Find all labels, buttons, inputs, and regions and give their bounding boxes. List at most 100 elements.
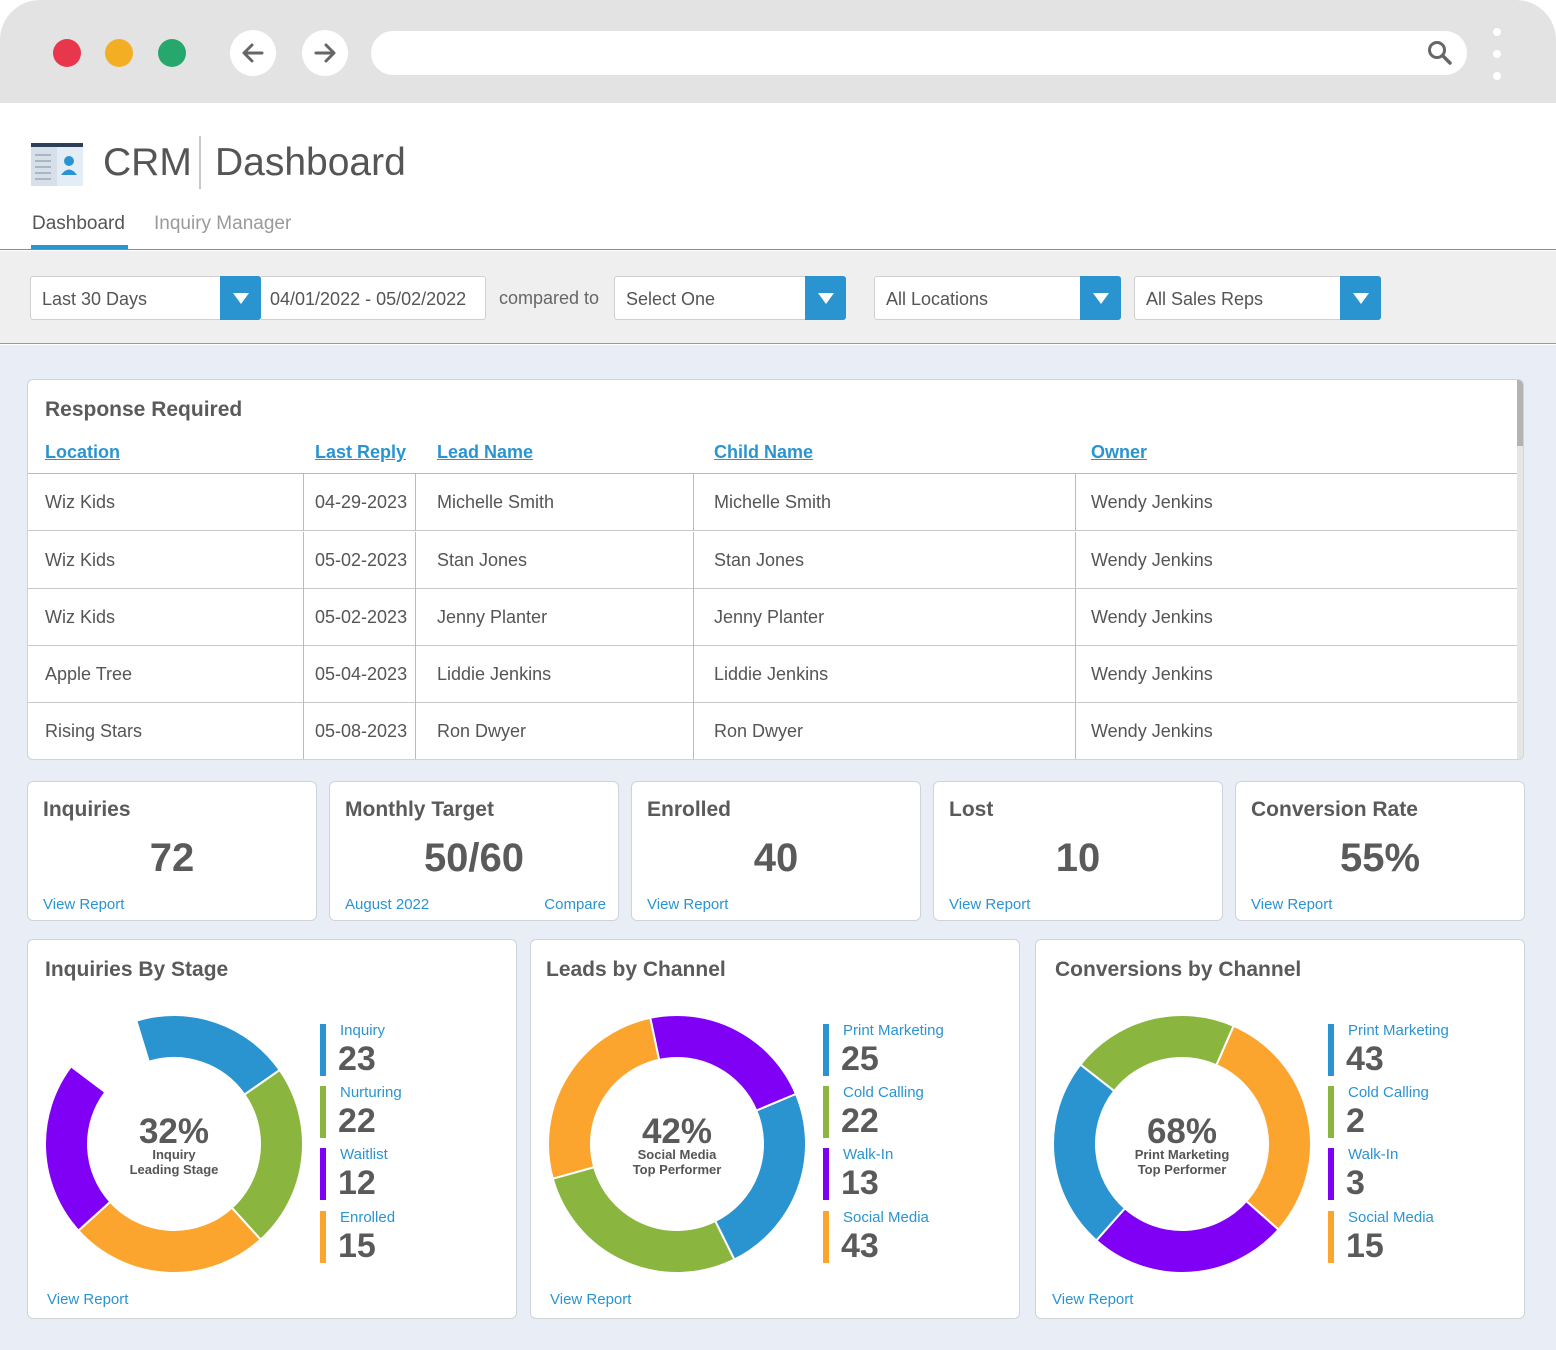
table-row[interactable]: Wiz Kids 04-29-2023 Michelle Smith Michelle… <box>28 474 1517 531</box>
column-header-location[interactable]: Location <box>45 442 120 462</box>
date-range-field[interactable]: 04/01/2022 - 05/02/2022 <box>261 276 486 320</box>
month-link[interactable]: August 2022 <box>345 896 430 913</box>
legend-value: 15 <box>338 1227 376 1265</box>
stat-value: 50/60 <box>423 836 525 880</box>
column-divider <box>303 532 304 589</box>
donut-slice[interactable] <box>1053 1063 1127 1242</box>
chevron-down-icon[interactable] <box>1080 276 1121 320</box>
title-divider <box>199 136 201 189</box>
column-divider <box>693 646 694 703</box>
active-tab-indicator <box>31 245 128 249</box>
donut-slice[interactable] <box>548 1016 661 1180</box>
app-header: CRM Dashboard Dashboard Inquiry Manager <box>0 103 1556 250</box>
cell-last-reply: 05-08-2023 <box>315 721 408 741</box>
cell-child-name: Stan Jones <box>714 550 805 570</box>
donut-slice[interactable] <box>551 1165 736 1273</box>
column-divider <box>415 532 416 589</box>
forward-button[interactable] <box>302 30 348 76</box>
table-row[interactable]: Apple Tree 05-04-2023 Liddie Jenkins Liddie… <box>28 646 1517 703</box>
filter-bar: Last 30 Days 04/01/2022 - 05/02/2022 com… <box>0 251 1556 344</box>
cell-child-name: Michelle Smith <box>714 492 832 512</box>
donut-slice[interactable] <box>648 1015 798 1112</box>
stat-value: 10 <box>1055 836 1101 880</box>
column-divider <box>415 474 416 531</box>
column-divider <box>415 703 416 759</box>
column-header-lead-name[interactable]: Lead Name <box>437 442 534 462</box>
inquiries-by-stage-card: Inquiries By Stage View Report 32% Inquir… <box>27 939 517 1319</box>
close-window-dot[interactable] <box>53 39 81 67</box>
legend-label: Print Marketing <box>1348 1022 1449 1039</box>
cell-last-reply: 05-04-2023 <box>315 664 408 684</box>
card-title: Response Required <box>45 398 243 421</box>
legend-color-bar <box>320 1086 326 1138</box>
table-header-divider <box>28 473 1517 474</box>
compared-to-label: compared to <box>499 288 600 308</box>
column-divider <box>415 646 416 703</box>
column-header-last-reply[interactable]: Last Reply <box>315 442 407 462</box>
view-report-link[interactable]: View Report <box>550 1291 632 1308</box>
view-report-link[interactable]: View Report <box>949 896 1031 913</box>
page-title: Dashboard <box>215 141 406 184</box>
view-report-link[interactable]: View Report <box>43 896 125 913</box>
search-icon[interactable] <box>1427 40 1453 66</box>
tab-dashboard[interactable]: Dashboard <box>32 213 125 234</box>
chevron-down-icon[interactable] <box>1340 276 1381 320</box>
donut-slice[interactable] <box>230 1068 303 1241</box>
column-divider <box>303 474 304 531</box>
chevron-down-icon[interactable] <box>220 276 261 320</box>
donut-slice[interactable] <box>1215 1024 1311 1232</box>
browser-menu-icon[interactable] <box>1490 28 1504 80</box>
donut-slice[interactable] <box>135 1015 282 1097</box>
donut-slice[interactable] <box>1094 1199 1280 1273</box>
column-header-owner[interactable]: Owner <box>1091 442 1148 462</box>
period-select[interactable]: Last 30 Days <box>30 276 261 320</box>
view-report-link[interactable]: View Report <box>1251 896 1333 913</box>
compare-select[interactable]: Select One <box>614 276 846 320</box>
maximize-window-dot[interactable] <box>158 39 186 67</box>
view-report-link[interactable]: View Report <box>647 896 729 913</box>
table-row[interactable]: Wiz Kids 05-02-2023 Stan Jones Stan Jones We… <box>28 532 1517 589</box>
column-header-child-name[interactable]: Child Name <box>714 442 814 462</box>
scrollbar-track[interactable] <box>1517 380 1523 759</box>
crm-logo-icon <box>31 143 83 186</box>
date-range-value: 04/01/2022 - 05/02/2022 <box>270 289 467 309</box>
column-divider <box>693 532 694 589</box>
chevron-down-icon[interactable] <box>805 276 846 320</box>
sales-rep-select[interactable]: All Sales Reps <box>1134 276 1381 320</box>
donut-center-label: Leading Stage <box>130 1162 219 1177</box>
stat-card-monthly-target: Monthly Target 50/60 August 2022 Compare <box>329 781 619 921</box>
donut-center-label: Top Performer <box>1138 1162 1227 1177</box>
tab-inquiry-manager[interactable]: Inquiry Manager <box>154 213 292 234</box>
legend-label: Nurturing <box>340 1084 402 1101</box>
column-divider <box>303 646 304 703</box>
donut-slice[interactable] <box>45 1064 112 1233</box>
donut-slice[interactable] <box>77 1200 263 1273</box>
dashboard-main: Response Required Location Last Reply Le… <box>0 345 1556 1350</box>
cell-lead-name: Michelle Smith <box>437 492 555 512</box>
donut-slice[interactable] <box>1078 1015 1235 1093</box>
column-divider <box>415 589 416 646</box>
cell-location: Wiz Kids <box>45 550 116 570</box>
cell-owner: Wendy Jenkins <box>1091 607 1213 627</box>
cell-location: Rising Stars <box>45 721 143 741</box>
legend-label: Walk-In <box>1348 1146 1399 1163</box>
view-report-link[interactable]: View Report <box>1052 1291 1134 1308</box>
scrollbar-thumb[interactable] <box>1517 380 1523 446</box>
legend-label: Social Media <box>1348 1209 1434 1226</box>
view-report-link[interactable]: View Report <box>47 1291 129 1308</box>
legend-label: Enrolled <box>340 1209 396 1226</box>
table-row[interactable]: Rising Stars 05-08-2023 Ron Dwyer Ron Dwyer… <box>28 703 1517 759</box>
minimize-window-dot[interactable] <box>105 39 133 67</box>
donut-slice[interactable] <box>713 1092 806 1261</box>
location-select[interactable]: All Locations <box>874 276 1121 320</box>
back-button[interactable] <box>230 30 276 76</box>
column-divider <box>1075 474 1076 531</box>
address-bar[interactable] <box>371 31 1467 75</box>
donut-center-value: 32% <box>139 1112 209 1151</box>
table-row[interactable]: Wiz Kids 05-02-2023 Jenny Planter Jenny Pla… <box>28 589 1517 646</box>
card-title: Inquiries By Stage <box>45 958 229 981</box>
stat-value: 40 <box>753 836 799 880</box>
compare-link[interactable]: Compare <box>544 896 606 913</box>
